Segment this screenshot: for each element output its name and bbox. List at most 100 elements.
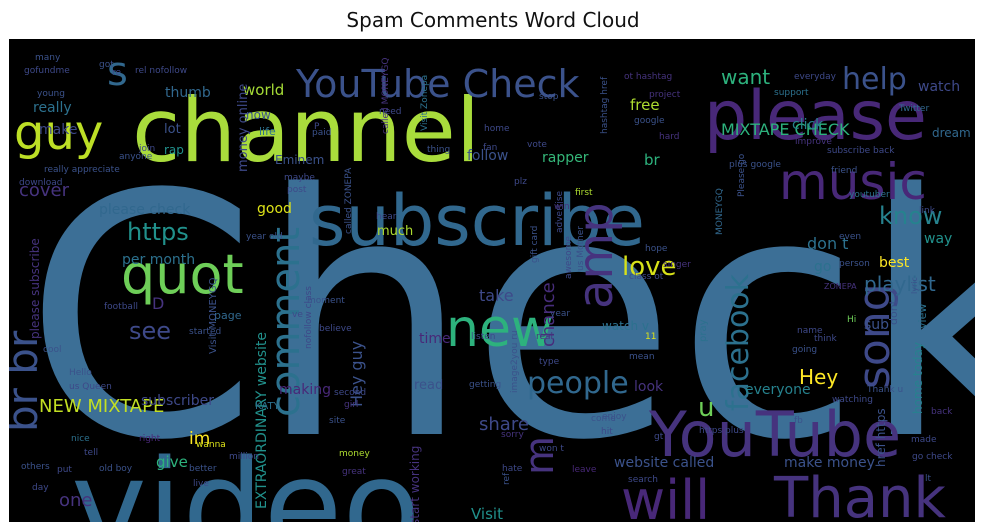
word-watch: watch [918,79,960,95]
word-subscribe: subscribe [309,180,645,262]
word-type: type [539,357,560,367]
word-href-https: href https [874,408,888,467]
word-image2you-ru: image2you ru [510,330,520,393]
word-make-money: make money [784,455,875,471]
word-girl: girl [344,400,358,410]
word-please-check: please check [99,202,191,218]
word-year: year [550,309,570,319]
word-im: im [189,429,210,449]
word-plz: plz [514,177,527,187]
word-make: make [39,122,77,138]
word-ref: ref [502,472,512,485]
word-please-subscribe: please subscribe [28,238,42,339]
word-sorry: sorry [501,430,524,440]
word-everyone: everyone [745,382,811,398]
word-awesome: awesome [564,236,574,279]
word-hear: hear [376,212,397,222]
word-read: read [414,378,443,393]
word-share: share [479,414,529,435]
word-leave: leave [572,465,597,475]
word-people: people [527,366,629,401]
word-many: many [35,53,61,63]
word-comment: comment [263,227,309,417]
word-thank-u: Thank u [866,385,903,395]
word-good: good [257,201,292,217]
word-need: need [379,107,402,117]
word-home-today: home today [911,342,925,414]
word-don-t: don t [807,234,848,253]
word-getting: getting [469,380,501,390]
word-give: give [156,453,188,471]
word-new: new [446,299,553,359]
word-page: page [214,309,242,322]
word-hi: Hi [847,315,856,325]
word-fb: fb [794,416,803,426]
word-nofollow-class: nofollow class [304,286,314,349]
word-start-working: start working [408,446,422,522]
word-join: join [138,144,155,154]
word-gift-card: gift card [530,226,540,263]
word-moment: moment [307,296,345,306]
word-hey: Hey [799,365,838,389]
word-channel: channel [132,79,480,182]
word-thank: Thank [773,466,947,522]
word-us-mother: us Mother [576,226,586,271]
word-p: P [314,122,320,132]
word-post: post [287,185,307,195]
word-thing: thing [427,145,450,155]
word-cover: cover [19,180,70,201]
word-look: look [634,379,664,395]
word-search: search [628,475,658,485]
word-watching: watching [832,395,873,405]
word-person: person [839,259,870,269]
word-playlist: playlist [864,272,936,296]
word-site: site [329,416,346,426]
word-video: video [71,433,421,522]
word-life: life [259,125,276,138]
word-called-moneygq: called MONEYGQ [381,58,391,134]
word-friend: friend [831,166,857,176]
word-sub: sub [864,317,889,333]
word-hit: hit [601,427,613,437]
word-making: making [279,382,331,398]
word-day: day [32,483,49,493]
word-youtube-check: YouTube Check [295,62,580,106]
word-see: see [129,317,171,345]
word-anyone: anyone [119,152,153,162]
word-now: now [246,108,271,122]
word-back: back [931,407,953,417]
word-lyric: lyric [910,277,919,294]
word-better: better [189,464,217,474]
word-free: free [630,96,660,114]
word-know: know [879,202,942,230]
word-made: made [911,435,937,445]
word-time: time [419,331,451,347]
word-rap: rap [164,143,184,157]
word-right: right [139,434,161,444]
word-go: go [814,259,831,275]
word-us-queen: us Queen [69,382,112,392]
word-mixtape-check: MIXTAPE CHECK [721,120,850,139]
word-br-br: br br [9,330,47,432]
word-vote: vote [527,140,547,150]
word-website-called: website called [614,455,714,471]
word-re: re [112,68,122,78]
word-per-month: per month [122,252,195,268]
word-visit-zonepa: Visit Zonepa [420,75,430,131]
word-called-zonepa: called ZONEPA [344,167,354,234]
word-song: song [849,283,900,389]
word-believe: believe [319,324,352,334]
word-take: take [479,286,514,305]
word-best: best [879,255,910,271]
word-lot: lot [164,122,181,137]
word-even: even [839,232,861,242]
word-listen: listen [471,332,495,342]
word-follow: follow [467,148,508,164]
word-new-mixtape: NEW MIXTAPE [39,396,164,417]
word-chance: chance [538,282,559,347]
word-hey-guy: Hey guy [347,341,366,407]
word-world: world [243,81,284,99]
word-put: put [57,465,72,475]
word-others: others [21,462,50,472]
word-hard: hard [659,132,679,142]
